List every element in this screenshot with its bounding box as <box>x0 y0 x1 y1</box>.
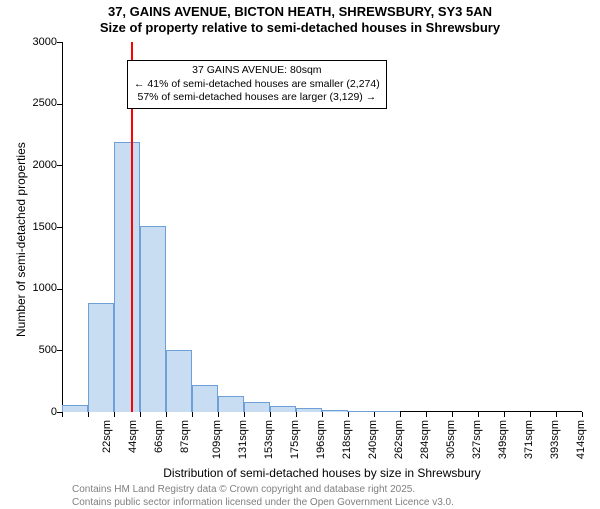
y-tick <box>57 227 62 228</box>
footer-line2: Contains public sector information licen… <box>72 497 454 509</box>
x-tick <box>322 412 323 417</box>
x-tick-label: 22sqm <box>101 420 113 453</box>
x-tick-label: 175sqm <box>289 420 301 459</box>
x-tick <box>582 412 583 417</box>
info-line1: 37 GAINS AVENUE: 80sqm <box>134 64 380 78</box>
x-tick-label: 87sqm <box>179 420 191 453</box>
x-tick <box>478 412 479 417</box>
x-tick <box>530 412 531 417</box>
y-tick <box>57 42 62 43</box>
x-tick-label: 218sqm <box>341 420 353 459</box>
y-tick-label: 1000 <box>12 282 57 294</box>
info-box: 37 GAINS AVENUE: 80sqm ← 41% of semi-det… <box>127 60 387 109</box>
x-tick-label: 371sqm <box>523 420 535 459</box>
x-tick-label: 44sqm <box>127 420 139 453</box>
x-tick <box>244 412 245 417</box>
x-axis-label: Distribution of semi-detached houses by … <box>62 466 582 480</box>
y-tick-label: 1500 <box>12 221 57 233</box>
x-tick <box>296 412 297 417</box>
x-tick <box>114 412 115 417</box>
title-line1: 37, GAINS AVENUE, BICTON HEATH, SHREWSBU… <box>0 4 600 20</box>
info-line2: ← 41% of semi-detached houses are smalle… <box>134 78 380 92</box>
x-tick-label: 109sqm <box>211 420 223 459</box>
y-tick-label: 2500 <box>12 97 57 109</box>
y-tick-label: 2000 <box>12 159 57 171</box>
x-tick-label: 393sqm <box>549 420 561 459</box>
histogram-bar <box>218 396 244 412</box>
y-tick <box>57 104 62 105</box>
title-line2: Size of property relative to semi-detach… <box>0 20 600 36</box>
y-tick-label: 500 <box>12 344 57 356</box>
y-tick-label: 3000 <box>12 36 57 48</box>
y-axis-label: Number of semi-detached properties <box>14 142 28 337</box>
x-tick <box>192 412 193 417</box>
x-tick <box>556 412 557 417</box>
histogram-bar <box>114 142 140 412</box>
x-tick-label: 196sqm <box>315 420 327 459</box>
x-tick <box>348 412 349 417</box>
x-tick-label: 305sqm <box>445 420 457 459</box>
histogram-bar <box>140 226 166 412</box>
histogram-bar <box>88 303 114 412</box>
x-tick-label: 153sqm <box>263 420 275 459</box>
x-tick-label: 349sqm <box>497 420 509 459</box>
x-tick-label: 240sqm <box>367 420 379 459</box>
footer-line1: Contains HM Land Registry data © Crown c… <box>72 484 454 497</box>
x-tick-label: 131sqm <box>237 420 249 459</box>
x-tick <box>426 412 427 417</box>
x-tick <box>62 412 63 417</box>
y-axis-line <box>62 42 63 412</box>
y-tick <box>57 289 62 290</box>
x-tick <box>166 412 167 417</box>
info-line3: 57% of semi-detached houses are larger (… <box>134 91 380 105</box>
x-tick <box>270 412 271 417</box>
histogram-bar <box>166 350 192 412</box>
x-tick <box>374 412 375 417</box>
x-tick-label: 284sqm <box>419 420 431 459</box>
histogram-bar <box>62 405 88 412</box>
x-tick-label: 414sqm <box>575 420 587 459</box>
histogram-bar <box>296 408 322 412</box>
footer: Contains HM Land Registry data © Crown c… <box>72 484 454 509</box>
histogram-bar <box>192 385 218 412</box>
x-tick-label: 262sqm <box>393 420 405 459</box>
y-tick <box>57 165 62 166</box>
y-tick-label: 0 <box>12 406 57 418</box>
x-tick <box>504 412 505 417</box>
chart-title: 37, GAINS AVENUE, BICTON HEATH, SHREWSBU… <box>0 0 600 37</box>
x-tick-label: 66sqm <box>153 420 165 453</box>
x-tick <box>452 412 453 417</box>
histogram-bar <box>374 411 400 412</box>
x-tick-label: 327sqm <box>471 420 483 459</box>
y-tick <box>57 350 62 351</box>
x-tick <box>400 412 401 417</box>
histogram-bar <box>270 406 296 412</box>
histogram-bar <box>244 402 270 412</box>
x-tick <box>140 412 141 417</box>
histogram-bar <box>322 410 348 412</box>
x-tick <box>218 412 219 417</box>
histogram-bar <box>348 411 374 412</box>
x-tick <box>88 412 89 417</box>
